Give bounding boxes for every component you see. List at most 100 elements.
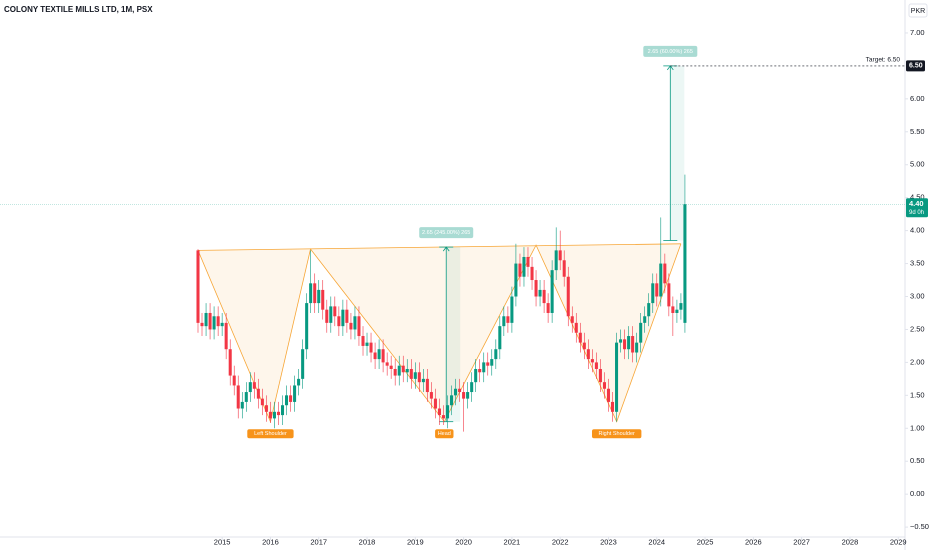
candle-body <box>200 322 204 327</box>
candle-body <box>490 359 494 366</box>
candle-body <box>321 289 325 310</box>
candle-body <box>574 322 578 333</box>
candle-body <box>562 260 566 277</box>
pattern-fill <box>197 243 681 422</box>
measure-area <box>670 65 685 241</box>
candle-body <box>293 385 297 402</box>
candle-body <box>357 316 361 337</box>
candle-body <box>498 326 502 350</box>
candle-body <box>433 398 437 409</box>
candle-body <box>409 368 413 379</box>
candle-body <box>365 342 369 346</box>
chart-title: COLONY TEXTILE MILLS LTD, 1M, PSX <box>4 5 153 14</box>
candle-body <box>466 392 470 399</box>
candle-body <box>518 263 522 277</box>
candle-body <box>317 289 321 304</box>
candle-body <box>679 303 683 310</box>
candle-body <box>393 368 397 376</box>
candle-body <box>514 263 518 297</box>
y-tick-label: 6.00 <box>910 94 925 103</box>
currency-label[interactable]: PKR <box>911 8 925 15</box>
candle-body <box>353 316 357 330</box>
candle-body <box>216 316 220 327</box>
candle-body <box>454 388 458 396</box>
candle-body <box>252 382 256 389</box>
candle-body <box>341 309 345 327</box>
candle-body <box>329 306 333 323</box>
candle-body <box>333 306 337 317</box>
candle-body <box>683 204 687 323</box>
candle-body <box>413 372 417 379</box>
measure-label: 2.65 (60.00%) 265 <box>648 49 693 55</box>
candle-body <box>578 332 582 343</box>
x-tick-label: 2020 <box>455 537 472 546</box>
y-tick-label: 2.00 <box>910 357 925 366</box>
candle-body <box>671 306 675 313</box>
candle-body <box>325 309 329 323</box>
candle-body <box>232 375 236 386</box>
x-tick-label: 2025 <box>697 537 714 546</box>
candle-body <box>550 270 554 313</box>
candle-body <box>284 395 289 406</box>
y-tick-label: 0.00 <box>910 489 925 498</box>
countdown-label: 9d 0h <box>909 210 924 216</box>
candle-body <box>417 372 421 383</box>
x-tick-label: 2026 <box>745 537 762 546</box>
candle-body <box>655 283 659 297</box>
candle-body <box>373 352 377 360</box>
candle-body <box>470 382 474 393</box>
annotation-label: Right Shoulder <box>598 431 635 437</box>
candle-body <box>606 388 611 402</box>
candle-body <box>478 368 482 373</box>
candle-body <box>204 312 208 327</box>
candle-body <box>546 303 550 313</box>
candle-body <box>236 385 240 409</box>
x-tick-label: 2021 <box>504 537 521 546</box>
candle-body <box>458 388 462 393</box>
candle-body <box>381 349 385 363</box>
candle-body <box>441 415 445 419</box>
candle-body <box>675 309 679 313</box>
annotation-label: Head <box>438 431 451 437</box>
candle-body <box>349 322 353 330</box>
candle-body <box>506 316 510 323</box>
annotation-label: Left Shoulder <box>254 431 287 437</box>
candle-body <box>590 359 594 363</box>
candle-body <box>643 316 647 323</box>
candle-body <box>566 276 570 317</box>
candle-body <box>598 368 602 383</box>
x-tick-label: 2028 <box>842 537 859 546</box>
y-tick-label: 4.00 <box>910 226 925 235</box>
candle-body <box>309 283 313 304</box>
candle-body <box>446 405 450 419</box>
target-price-label: 6.50 <box>909 63 923 70</box>
candle-body <box>256 388 260 399</box>
candle-body <box>482 362 486 373</box>
y-tick-label: 0.50 <box>910 456 925 465</box>
candle-body <box>659 263 663 297</box>
y-tick-label: 7.00 <box>910 28 925 37</box>
candle-body <box>635 342 639 353</box>
candle-body <box>639 322 643 343</box>
candle-body <box>522 256 526 277</box>
candle-body <box>502 316 506 327</box>
candle-body <box>421 378 425 383</box>
candle-body <box>244 392 248 402</box>
candle-body <box>623 339 627 350</box>
candle-body <box>297 378 301 386</box>
currency-box[interactable] <box>908 3 928 18</box>
candle-body <box>462 392 466 399</box>
y-tick-label: −0.50 <box>910 522 929 531</box>
candle-body <box>651 283 655 304</box>
candle-body <box>526 256 530 267</box>
candle-body <box>401 365 405 373</box>
candle-body <box>554 250 558 271</box>
candle-body <box>224 322 228 350</box>
candle-body <box>647 303 651 317</box>
candle-body <box>429 392 433 399</box>
candle-body <box>301 349 305 379</box>
y-tick-label: 5.00 <box>910 160 925 169</box>
candle-body <box>486 362 490 366</box>
candle-body <box>510 296 514 323</box>
candle-body <box>264 405 268 412</box>
